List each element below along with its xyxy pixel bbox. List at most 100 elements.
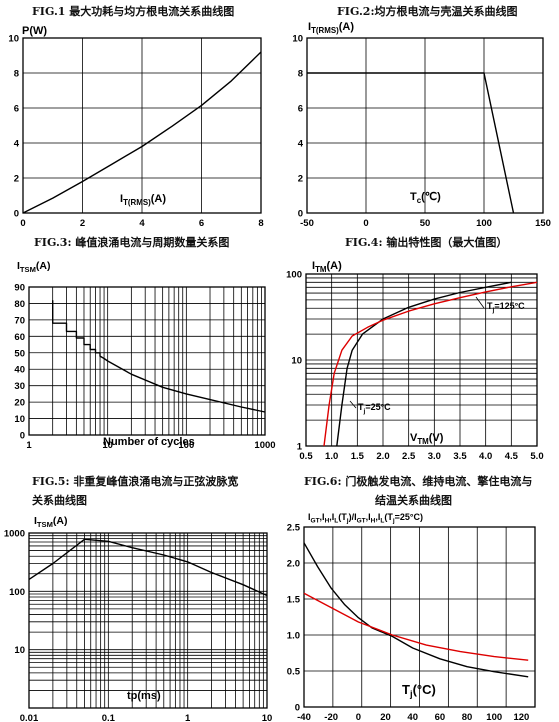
fig5-frame	[28, 532, 268, 709]
fig4-frame	[305, 273, 538, 447]
fig6-xtick: 20	[380, 712, 391, 722]
fig4-ylabel: ITM(A)	[312, 260, 342, 274]
fig1-xtick: 2	[80, 218, 85, 229]
fig1-chart: 0 2 4 6 8 0 2 4 6 8 10 P(W) IT(RMS)(A)	[0, 0, 280, 235]
fig3-ytick: 40	[14, 365, 25, 376]
fig4-xtick: 3.5	[453, 451, 467, 462]
fig1-ytick: 2	[14, 174, 19, 185]
fig2-frame	[306, 37, 544, 214]
fig3-xtick: 100	[178, 440, 194, 451]
fig3-ytick: 0	[20, 431, 25, 442]
fig4-title: FIG.4: 输出特性图（最大值图）	[345, 236, 508, 249]
fig3-ytick: 30	[14, 381, 25, 392]
fig5-series-1-line	[28, 538, 268, 597]
fig1-plot: 0 2 4 6 8 0 2 4 6 8 10P(W) IT(RMS)(A)	[8, 25, 263, 229]
fig6-plot: -40 -20 0 20 40 60 80 100 120 0 0.5 1.0 1.5 2.0 2.5 IGT…	[287, 512, 536, 722]
fig2-series-1-line	[307, 72, 515, 214]
fig4-grid	[306, 274, 537, 446]
fig5-plot: 0.01 0.1 1 10 1000 100 10 ITSM(A) tp(ms)	[4, 515, 273, 722]
fig4-xtick: 4.5	[505, 451, 519, 462]
fig3-ytick: 20	[14, 398, 25, 409]
fig4-chart: 0.5 1.0 1.5 2.0 2.5 3.0 3.5 4.0 4.5 5.0 1 10 100 ITM(…	[280, 235, 559, 462]
fig6-ytick: 0.5	[287, 667, 301, 678]
fig3-ytick: 70	[14, 315, 25, 326]
fig4-series-2-line	[323, 281, 538, 447]
fig4-ytick: 100	[286, 270, 302, 281]
fig5-ylabel: ITSM(A)	[34, 515, 67, 529]
fig6-ytick: 1.0	[287, 631, 300, 642]
fig4-series-1-line	[336, 281, 512, 447]
fig1-xlabel: IT(RMS)(A)	[120, 193, 166, 207]
fig3-xtick: 10	[102, 440, 113, 451]
fig2-ytick: 4	[298, 139, 304, 150]
fig6-xtick: 60	[435, 712, 446, 722]
fig6-xtick: -20	[324, 712, 338, 722]
fig1-ylabel: P(W)	[22, 25, 47, 37]
fig1-title: FIG.1 最大功耗与均方根电流关系曲线图	[32, 5, 235, 18]
fig2-xtick: 50	[420, 218, 431, 229]
fig5-title-line2: 关系曲线图	[32, 494, 87, 507]
fig6-ylabel: IGT,IH,IL(Tj)/IGT,IH,IL(Tj=25°C)	[308, 512, 423, 525]
fig3-grid	[29, 287, 265, 435]
fig5-xtick: 0.1	[102, 713, 116, 722]
fig4-xtick: 3.0	[428, 451, 441, 462]
fig4-annotation-25c: Tj=25°C	[358, 402, 391, 415]
fig4-annotation-25c-leader	[349, 400, 357, 409]
fig5-xtick: 10	[262, 713, 273, 722]
fig2-ylabel: IT(RMS)(A)	[308, 21, 354, 35]
fig3-title: FIG.3: 峰值浪涌电流与周期数量关系图	[34, 236, 230, 249]
fig3-ytick: 50	[14, 348, 25, 359]
fig4-xtick: 4.0	[479, 451, 492, 462]
fig4-annotation-125c: Tj=125°C	[487, 301, 525, 314]
fig6-xtick: 0	[356, 712, 361, 722]
fig2-ytick: 2	[298, 174, 303, 185]
fig2-ytick: 10	[292, 34, 303, 45]
fig3-ytick: 10	[14, 414, 25, 425]
fig3-plot: 1 10 100 1000 0 10 20 30 40 50 60 70 80 90 ITSM(A) Numb…	[14, 260, 275, 451]
fig1-xtick: 8	[258, 218, 263, 229]
fig5-xtick: 1	[185, 713, 191, 722]
fig2-ytick: 6	[298, 104, 303, 115]
fig1-ytick: 8	[14, 69, 19, 80]
fig4-xtick: 2.0	[376, 451, 389, 462]
fig2-grid	[307, 38, 543, 213]
fig3-xlabel: Number of cycles	[103, 436, 195, 448]
fig6-title-line2: 结温关系曲线图	[375, 494, 452, 507]
fig6-xtick: 100	[486, 712, 502, 722]
fig5-chart: 0.01 0.1 1 10 1000 100 10 ITSM(A) tp(ms)	[0, 460, 280, 722]
fig4-plot: 0.5 1.0 1.5 2.0 2.5 3.0 3.5 4.0 4.5 5.0 1 10 100 ITM(…	[286, 260, 543, 462]
fig5-xtick: 0.01	[20, 713, 39, 722]
fig3-ytick: 60	[14, 332, 25, 343]
fig4-ytick: 1	[297, 442, 303, 453]
fig3-chart: 1 10 100 1000 0 10 20 30 40 50 60 70 80 90 ITSM(A) Numb…	[0, 235, 280, 460]
fig4-xtick: 0.5	[299, 451, 313, 462]
fig2-xlabel: Tc(℃)	[410, 191, 441, 205]
fig4-xlabel: VTM(V)	[410, 432, 444, 446]
fig1-series-1-line	[22, 51, 262, 214]
fig6-title: FIG.6: 门极触发电流、维持电流、擎住电流与	[304, 475, 533, 488]
fig3-frame	[28, 286, 266, 436]
fig2-title: FIG.2:均方根电流与壳温关系曲线图	[337, 5, 518, 18]
fig1-ytick: 4	[14, 139, 20, 150]
fig5-xlabel: tp(ms)	[127, 690, 161, 702]
fig6-grid	[304, 527, 535, 707]
fig1-xtick: 4	[139, 218, 145, 229]
fig2-xtick: 0	[363, 218, 368, 229]
fig6-xtick: 80	[462, 712, 473, 722]
fig5-ytick: 100	[9, 587, 25, 598]
fig3-xtick: 1000	[254, 440, 275, 451]
fig2-ytick: 0	[298, 209, 303, 220]
fig6-series-2-line	[303, 592, 529, 661]
fig6-ytick: 1.5	[287, 595, 301, 606]
fig3-ylabel: ITSM(A)	[17, 260, 50, 274]
fig4-annotation-125c-leader	[475, 296, 485, 309]
fig3-series-1-line	[52, 300, 266, 413]
fig5-grid	[29, 533, 267, 708]
fig6-ytick: 2.0	[287, 559, 300, 570]
fig3-xtick: 1	[26, 440, 32, 451]
fig3-ytick: 80	[14, 299, 25, 310]
fig2-chart: -50 0 50 100 150 0 2 4 6 8 10 IT(RMS)(A) Tc(℃)	[280, 0, 559, 235]
fig6-series-1-line	[303, 542, 529, 678]
fig1-ytick: 6	[14, 104, 19, 115]
